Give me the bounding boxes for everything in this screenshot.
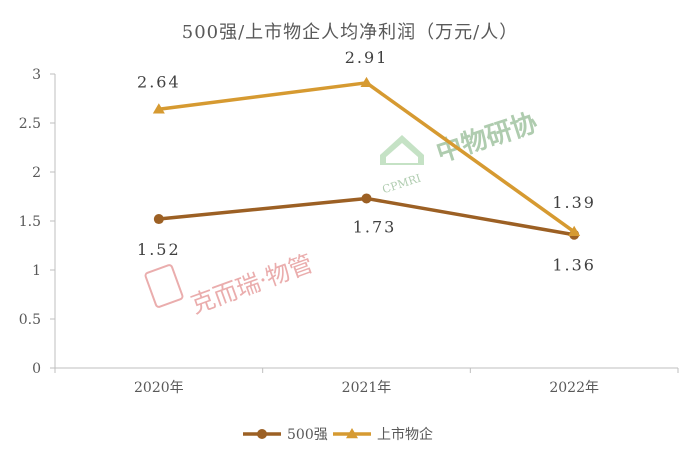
legend: 500强 上市物企 xyxy=(243,426,433,443)
chart-title: 500强/上市物企人均净利润（万元/人） xyxy=(181,22,519,43)
data-point xyxy=(361,193,372,204)
legend-label: 上市物企 xyxy=(377,426,433,443)
data-point xyxy=(568,225,581,236)
data-label: 2.91 xyxy=(345,48,389,67)
y-tick-label: 2.5 xyxy=(19,116,41,132)
data-point xyxy=(152,103,165,114)
data-label: 1.52 xyxy=(137,240,181,259)
data-label: 2.64 xyxy=(137,72,181,91)
data-label: 1.36 xyxy=(552,256,596,275)
y-tick-label: 1 xyxy=(32,263,41,279)
x-tick-label: 2020年 xyxy=(134,380,184,396)
legend-marker xyxy=(257,429,267,439)
y-tick-label: 0.5 xyxy=(19,312,41,328)
watermark-right-text: 中物研协 xyxy=(433,108,541,169)
watermark-cric-logo: 克而瑞·物管 xyxy=(144,249,317,319)
data-label: 1.73 xyxy=(353,217,397,236)
y-tick-label: 3 xyxy=(32,67,41,83)
data-point xyxy=(153,214,164,225)
data-label: 1.39 xyxy=(552,193,596,212)
data-point xyxy=(360,76,373,88)
x-tick-label: 2021年 xyxy=(342,380,392,396)
y-tick-label: 1.5 xyxy=(19,214,41,230)
x-tick-label: 2022年 xyxy=(549,380,599,396)
watermark-left-text: 克而瑞·物管 xyxy=(187,249,317,319)
series-line xyxy=(157,81,576,234)
legend-marker xyxy=(346,428,358,439)
legend-label: 500强 xyxy=(287,427,328,443)
y-tick-label: 0 xyxy=(32,361,41,377)
series-layer: 1.52 1.73 1.36 2.64 2.91 1.39 xyxy=(137,48,596,275)
watermark-right-sub: CPMRI xyxy=(381,172,423,197)
y-tick-label: 2 xyxy=(32,165,41,181)
